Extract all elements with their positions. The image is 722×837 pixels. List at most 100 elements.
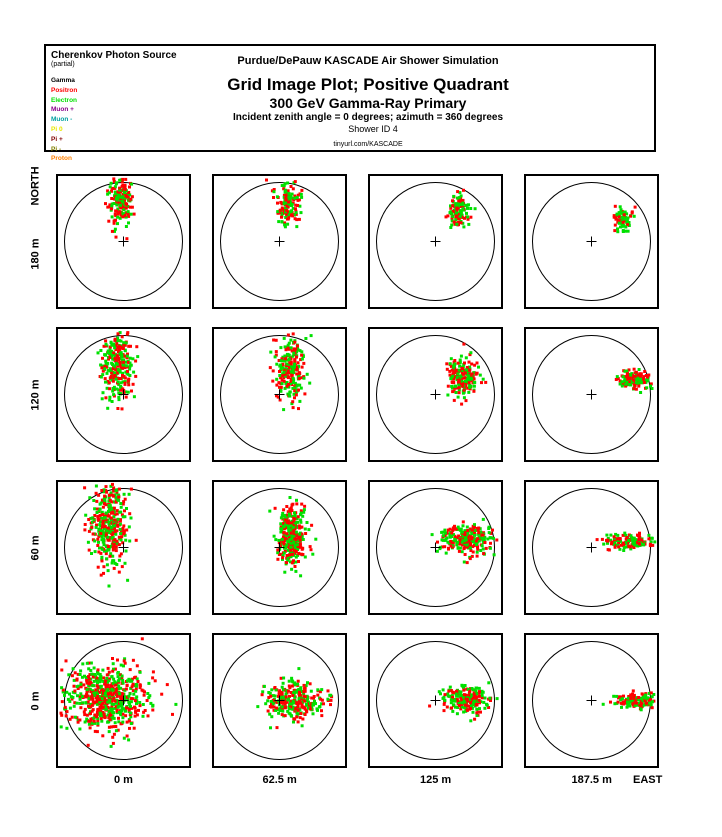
photon-point	[119, 388, 123, 392]
photon-point	[303, 695, 307, 699]
photon-point	[123, 214, 127, 217]
photon-point	[301, 514, 305, 518]
photon-point	[282, 551, 286, 555]
photon-point	[465, 206, 469, 210]
grid-panel	[212, 633, 347, 768]
photon-point	[289, 185, 293, 188]
photon-point	[289, 548, 293, 552]
photon-point	[118, 510, 122, 514]
photon-point	[151, 670, 155, 674]
photon-point	[114, 690, 118, 694]
legend-item: Gamma	[51, 77, 75, 84]
photon-point	[627, 224, 631, 227]
photon-point	[620, 705, 623, 709]
photon-point	[293, 532, 297, 536]
photon-point	[275, 726, 279, 730]
photon-point	[464, 376, 468, 380]
photon-point	[274, 338, 278, 342]
photon-point	[289, 360, 293, 364]
photon-point	[316, 708, 319, 712]
photon-point	[280, 685, 284, 689]
photon-point	[106, 514, 110, 518]
photon-point	[276, 557, 280, 561]
photon-point	[291, 367, 295, 371]
photon-point	[621, 533, 625, 537]
photon-point	[282, 535, 285, 539]
photon-point	[66, 697, 70, 701]
photon-point	[111, 669, 115, 673]
photon-point	[121, 371, 125, 375]
photon-point	[450, 531, 454, 535]
photon-point	[78, 673, 82, 676]
photon-point	[453, 222, 457, 226]
photon-point	[112, 343, 116, 347]
photon-point	[291, 552, 294, 556]
photon-point	[450, 217, 454, 221]
photon-point	[464, 399, 468, 403]
photon-point	[304, 532, 308, 535]
photon-point	[91, 532, 95, 536]
photon-point	[109, 484, 113, 488]
photon-point	[491, 528, 494, 532]
photon-point	[449, 701, 453, 705]
photon-point	[114, 532, 118, 536]
photon-point	[446, 214, 450, 218]
photon-point	[93, 514, 97, 517]
photon-point	[290, 349, 294, 353]
photon-point	[116, 658, 119, 662]
photon-point	[636, 544, 640, 548]
photon-point	[279, 701, 283, 705]
photon-point	[465, 543, 469, 547]
photon-point	[619, 695, 623, 699]
photon-point	[128, 539, 132, 543]
photon-point	[292, 549, 296, 553]
column-label: 0 m	[114, 774, 133, 786]
photon-point	[614, 217, 618, 221]
photon-point	[63, 693, 66, 697]
photon-point	[476, 547, 480, 551]
photon-point	[473, 363, 477, 367]
photon-point	[298, 545, 302, 549]
photon-point	[626, 229, 630, 233]
photon-point	[126, 578, 130, 582]
photon-point	[113, 186, 117, 190]
photon-point	[106, 683, 110, 687]
photon-point	[265, 178, 268, 182]
photon-point	[69, 695, 73, 699]
photon-point	[467, 360, 471, 364]
photon-point	[86, 540, 90, 544]
photon-point	[138, 704, 142, 708]
photon-point	[128, 193, 132, 197]
photon-point	[113, 680, 117, 684]
photon-point	[132, 370, 136, 374]
photon-point	[616, 533, 620, 537]
photon-point	[285, 213, 289, 217]
photon-point	[109, 181, 113, 185]
photon-point	[291, 515, 295, 518]
photon-point	[110, 361, 114, 365]
photon-point	[122, 492, 126, 496]
photon-point	[100, 559, 104, 563]
photon-point	[99, 705, 103, 708]
photon-point	[300, 350, 304, 354]
photon-point	[119, 552, 123, 556]
photon-point	[286, 189, 290, 193]
photon-point	[285, 554, 289, 557]
photon-point	[295, 372, 299, 376]
photon-point	[89, 717, 93, 721]
photon-point	[291, 502, 295, 506]
photon-point	[648, 542, 652, 546]
photon-point	[70, 697, 74, 701]
photon-point	[320, 698, 324, 702]
photon-point	[136, 355, 140, 359]
photon-point	[118, 331, 122, 335]
photon-point	[468, 386, 472, 389]
photon-point	[140, 637, 144, 641]
photon-point	[121, 716, 125, 720]
photon-point	[460, 683, 464, 687]
photon-point	[119, 206, 123, 210]
photon-point	[286, 558, 290, 562]
photon-point	[639, 391, 643, 394]
photon-point	[104, 396, 108, 400]
photon-point	[277, 381, 281, 385]
